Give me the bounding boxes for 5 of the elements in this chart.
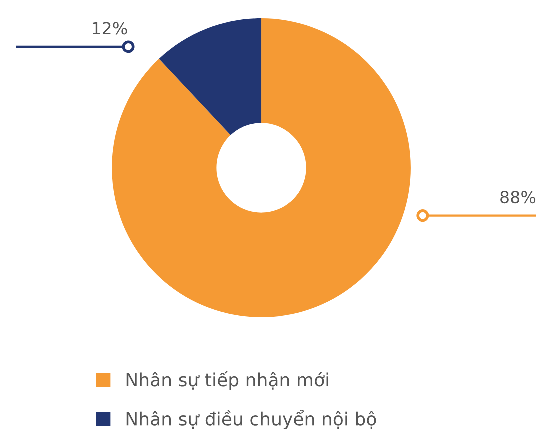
legend-label: Nhân sự điều chuyển nội bộ [126,410,376,430]
data-label: 88% [500,191,536,204]
data-label: 12% [92,22,128,35]
legend-label: Nhân sự tiếp nhận mới [126,371,328,390]
donut-slice [159,18,262,136]
